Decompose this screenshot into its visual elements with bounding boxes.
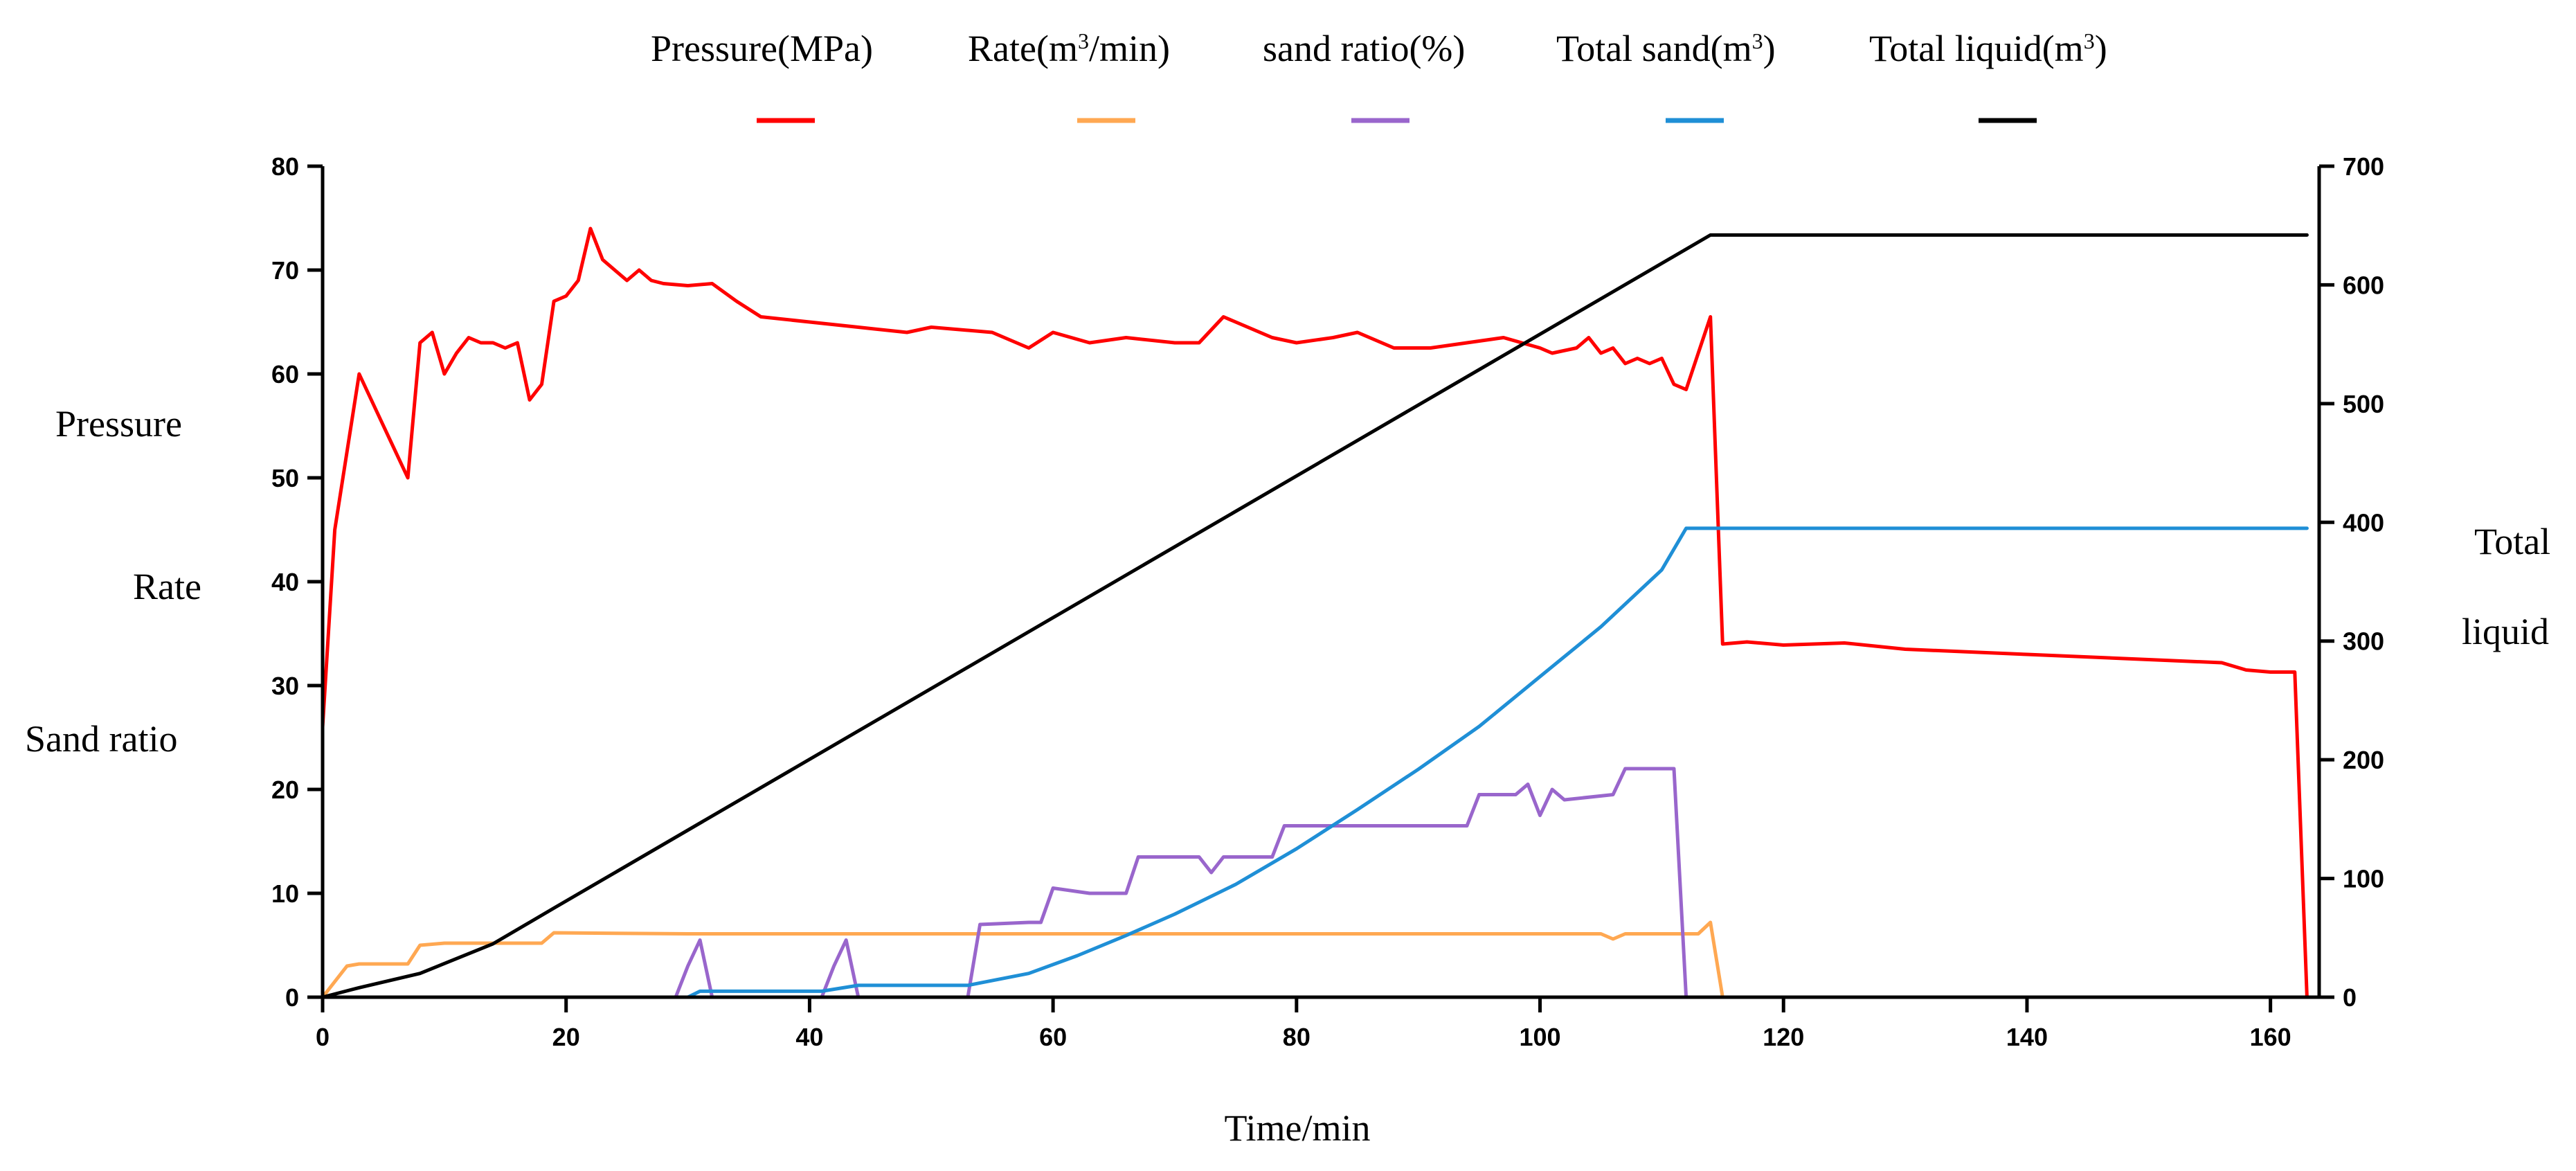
left-y-tick-label: 60 bbox=[271, 360, 299, 388]
x-tick-label: 100 bbox=[1519, 1023, 1560, 1051]
right-y-tick-label: 700 bbox=[2343, 152, 2384, 181]
x-axis-title: Time/min bbox=[1224, 1107, 1370, 1149]
left-y-tick-label: 20 bbox=[271, 776, 299, 804]
right-axis-label-liquid: liquid bbox=[2462, 611, 2549, 652]
legend-label-sand-ratio: sand ratio(%) bbox=[1263, 28, 1465, 69]
left-y-tick-label: 10 bbox=[271, 879, 299, 908]
right-axis-label-total: Total bbox=[2474, 521, 2550, 562]
plot-series bbox=[321, 226, 2309, 999]
left-y-tick-label: 30 bbox=[271, 672, 299, 700]
left-axis-label-rate: Rate bbox=[133, 566, 201, 607]
series-line-sand-ratio bbox=[321, 767, 2309, 999]
right-y-tick-label: 600 bbox=[2343, 271, 2384, 299]
left-y-tick-label: 40 bbox=[271, 568, 299, 596]
left-y-tick-label: 0 bbox=[285, 983, 299, 1012]
legend: Pressure(MPa) Rate(m3/min) sand ratio(%) To… bbox=[651, 28, 2107, 123]
left-y-tick-label: 80 bbox=[271, 152, 299, 181]
axes: 0 10 20 30 40 50 60 70 80 0 100 200 300 400 500 600 700 0… bbox=[271, 152, 2384, 1051]
legend-label-rate-m-min: Rate(m3/min) bbox=[968, 28, 1170, 69]
legend-label-pressure-mpa: Pressure(MPa) bbox=[651, 28, 873, 69]
right-y-tick-label: 400 bbox=[2343, 508, 2384, 537]
right-y-tick-label: 300 bbox=[2343, 627, 2384, 656]
right-y-tick-label: 200 bbox=[2343, 746, 2384, 774]
right-y-tick-label: 500 bbox=[2343, 390, 2384, 418]
x-tick-label: 40 bbox=[795, 1023, 823, 1051]
x-tick-label: 80 bbox=[1283, 1023, 1310, 1051]
series-line-total-sand-m bbox=[321, 526, 2309, 999]
right-y-tick-label: 100 bbox=[2343, 865, 2384, 893]
x-tick-label: 140 bbox=[2006, 1023, 2048, 1051]
series-line-rate-m-min bbox=[321, 920, 2309, 999]
x-tick-label: 20 bbox=[552, 1023, 580, 1051]
x-tick-label: 120 bbox=[1763, 1023, 1804, 1051]
legend-label-total-liquid-m: Total liquid(m3) bbox=[1869, 28, 2107, 69]
legend-label-total-sand-m: Total sand(m3) bbox=[1556, 28, 1776, 69]
series-line-pressure-mpa bbox=[321, 226, 2309, 999]
x-tick-label: 0 bbox=[316, 1023, 330, 1051]
x-tick-label: 160 bbox=[2250, 1023, 2291, 1051]
left-axis-label-pressure: Pressure bbox=[55, 403, 182, 445]
left-y-tick-label: 70 bbox=[271, 256, 299, 285]
series-line-total-liquid-m bbox=[321, 233, 2309, 999]
right-y-tick-label: 0 bbox=[2343, 983, 2357, 1012]
x-tick-label: 60 bbox=[1039, 1023, 1067, 1051]
left-axis-label-sand-ratio: Sand ratio bbox=[25, 718, 177, 760]
left-y-tick-label: 50 bbox=[271, 464, 299, 492]
